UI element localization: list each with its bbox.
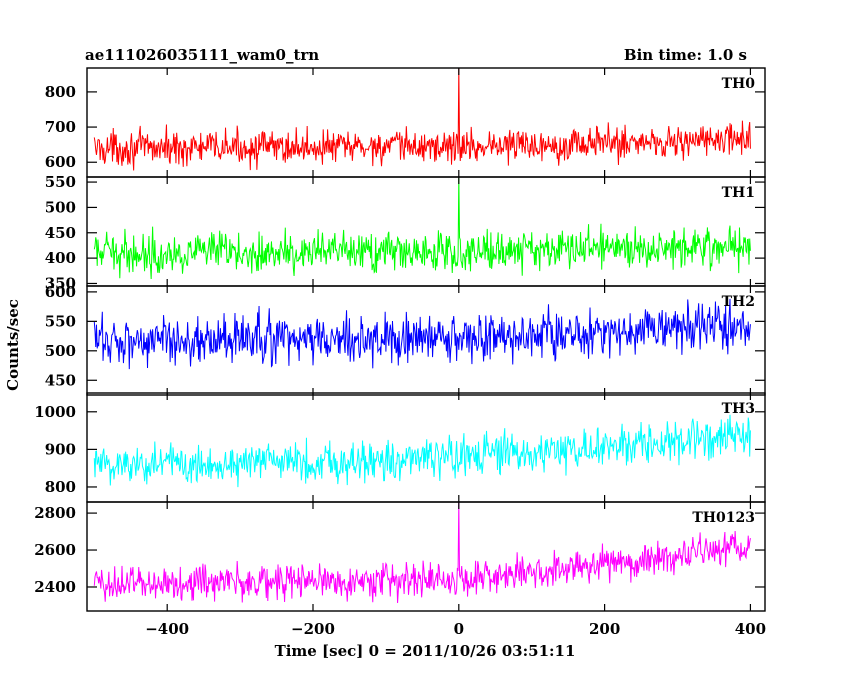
y-tick-label: 550 [45, 312, 76, 330]
y-tick-label: 2800 [34, 504, 76, 522]
series-th3 [93, 414, 751, 488]
panel-th0123: 2400 2600 2800 TH0123 [34, 501, 766, 612]
bin-time-label: Bin time: 1.0 s [624, 46, 747, 64]
panel-th2: 450 500 550 600 TH2 [45, 283, 766, 396]
panel-label: TH2 [722, 294, 755, 310]
x-tick-label: 400 [735, 620, 766, 638]
series-th0123 [93, 502, 751, 603]
y-tick-label: 350 [45, 274, 76, 292]
x-axis: −400 −200 0 200 400 [145, 620, 766, 638]
y-tick-label: 600 [45, 283, 76, 301]
y-tick-label: 800 [45, 478, 76, 496]
y-tick-label: 2600 [34, 541, 76, 559]
panel-frame [86, 176, 766, 287]
panel-th3: 800 900 1000 TH3 [34, 392, 766, 503]
y-tick-label: 400 [45, 249, 76, 267]
x-tick-label: −400 [145, 620, 189, 638]
y-tick-label: 450 [45, 224, 76, 242]
panel-label: TH3 [722, 401, 755, 417]
series-th1 [93, 177, 751, 279]
x-tick-label: 0 [454, 620, 464, 638]
x-tick-label: −200 [291, 620, 335, 638]
y-tick-label: 900 [45, 440, 76, 458]
y-tick-label: 500 [45, 198, 76, 216]
y-tick-label: 550 [45, 173, 76, 191]
panel-label: TH0 [722, 76, 756, 92]
y-axis-label: Counts/sec [4, 299, 22, 391]
panel-label: TH1 [722, 185, 755, 201]
y-tick-label: 800 [45, 83, 76, 101]
y-tick-label: 600 [45, 153, 76, 171]
y-tick-label: 1000 [34, 403, 76, 421]
y-tick-label: 450 [45, 371, 76, 389]
series-th0 [93, 68, 751, 171]
x-tick-label: 200 [589, 620, 620, 638]
plot-title: ae111026035111_wam0_trn [85, 46, 319, 64]
series-th2 [93, 298, 751, 370]
panel-th1: 350 400 450 500 550 TH1 [45, 173, 766, 292]
panel-frame [86, 67, 766, 178]
panel-frame [86, 501, 766, 612]
y-tick-label: 700 [45, 118, 76, 136]
y-tick-label: 500 [45, 342, 76, 360]
x-axis-label: Time [sec] 0 = 2011/10/26 03:51:11 [275, 642, 576, 660]
panel-label: TH0123 [692, 510, 755, 526]
y-tick-label: 2400 [34, 578, 76, 596]
panel-frame [86, 285, 766, 396]
panel-th0: 600 700 800 TH0 [45, 67, 766, 178]
